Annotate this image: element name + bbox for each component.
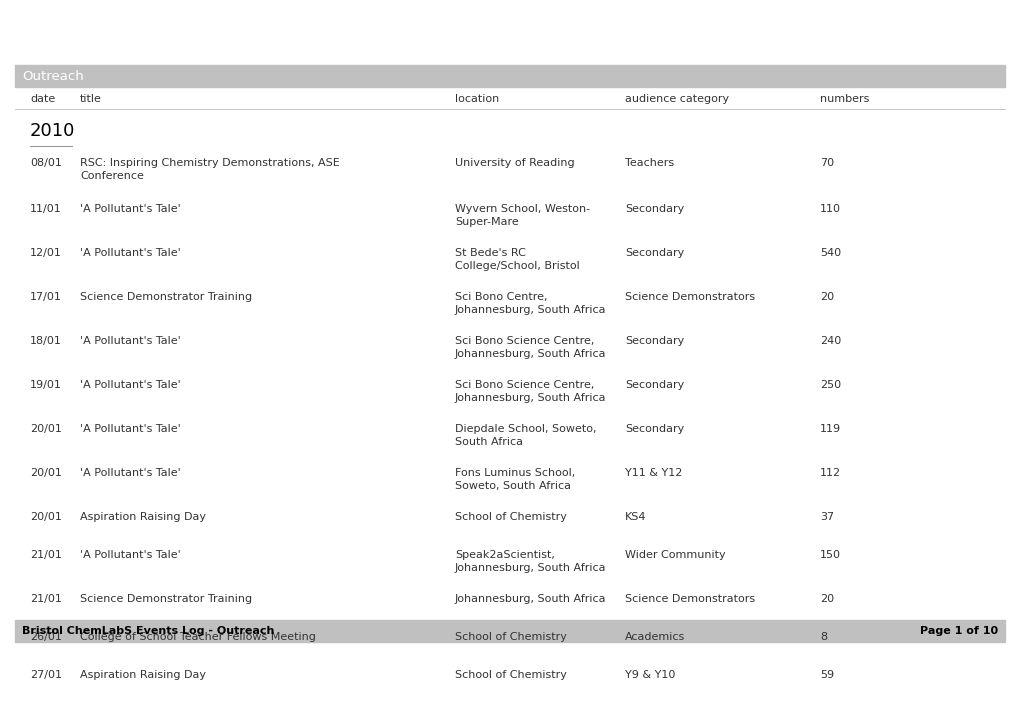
Text: Aspiration Raising Day: Aspiration Raising Day <box>79 670 206 680</box>
Text: Page 1 of 10: Page 1 of 10 <box>919 626 997 636</box>
Bar <box>15 65 1004 87</box>
Text: 70: 70 <box>819 158 834 168</box>
Text: title: title <box>79 94 102 104</box>
Text: School of Chemistry: School of Chemistry <box>454 670 567 680</box>
Text: 150: 150 <box>819 550 841 560</box>
Text: 26/01: 26/01 <box>30 632 62 642</box>
Text: Aspiration Raising Day: Aspiration Raising Day <box>79 512 206 522</box>
Text: 20: 20 <box>819 594 834 604</box>
Text: 540: 540 <box>819 248 841 258</box>
Text: University of Reading: University of Reading <box>454 158 574 168</box>
Text: date: date <box>30 94 55 104</box>
Text: Teachers: Teachers <box>625 158 674 168</box>
Text: Secondary: Secondary <box>625 336 684 346</box>
Text: St Bede's RC
College/School, Bristol: St Bede's RC College/School, Bristol <box>454 248 579 271</box>
Text: Secondary: Secondary <box>625 380 684 390</box>
Text: College of School Teacher Fellows Meeting: College of School Teacher Fellows Meetin… <box>79 632 316 642</box>
Text: numbers: numbers <box>819 94 868 104</box>
Text: 112: 112 <box>819 468 841 478</box>
Text: 20/01: 20/01 <box>30 424 62 434</box>
Text: School of Chemistry: School of Chemistry <box>454 512 567 522</box>
Text: Science Demonstrators: Science Demonstrators <box>625 594 754 604</box>
Text: Science Demonstrator Training: Science Demonstrator Training <box>79 594 252 604</box>
Text: 17/01: 17/01 <box>30 292 62 302</box>
Text: Johannesburg, South Africa: Johannesburg, South Africa <box>454 594 606 604</box>
Text: 11/01: 11/01 <box>30 204 62 214</box>
Text: 8: 8 <box>819 632 826 642</box>
Text: Secondary: Secondary <box>625 248 684 258</box>
Text: Wider Community: Wider Community <box>625 550 725 560</box>
Text: 'A Pollutant's Tale': 'A Pollutant's Tale' <box>79 204 180 214</box>
Text: 21/01: 21/01 <box>30 550 62 560</box>
Text: 250: 250 <box>819 380 841 390</box>
Text: 19/01: 19/01 <box>30 380 62 390</box>
Text: 'A Pollutant's Tale': 'A Pollutant's Tale' <box>79 550 180 560</box>
Text: Y9 & Y10: Y9 & Y10 <box>625 670 675 680</box>
Text: 08/01: 08/01 <box>30 158 62 168</box>
Text: 27/01: 27/01 <box>30 670 62 680</box>
Text: 59: 59 <box>819 670 834 680</box>
Text: School of Chemistry: School of Chemistry <box>454 632 567 642</box>
Text: location: location <box>454 94 498 104</box>
Text: 119: 119 <box>819 424 841 434</box>
Text: Speak2aScientist,
Johannesburg, South Africa: Speak2aScientist, Johannesburg, South Af… <box>454 550 606 573</box>
Bar <box>15 620 1004 642</box>
Text: Sci Bono Centre,
Johannesburg, South Africa: Sci Bono Centre, Johannesburg, South Afr… <box>454 292 606 315</box>
Text: Secondary: Secondary <box>625 424 684 434</box>
Text: 'A Pollutant's Tale': 'A Pollutant's Tale' <box>79 336 180 346</box>
Text: 20/01: 20/01 <box>30 512 62 522</box>
Text: 'A Pollutant's Tale': 'A Pollutant's Tale' <box>79 424 180 434</box>
Text: RSC: Inspiring Chemistry Demonstrations, ASE
Conference: RSC: Inspiring Chemistry Demonstrations,… <box>79 158 339 181</box>
Text: 240: 240 <box>819 336 841 346</box>
Text: Bristol ChemLabS Events Log - Outreach: Bristol ChemLabS Events Log - Outreach <box>22 626 274 636</box>
Text: Wyvern School, Weston-
Super-Mare: Wyvern School, Weston- Super-Mare <box>454 204 590 227</box>
Text: Secondary: Secondary <box>625 204 684 214</box>
Text: 20: 20 <box>819 292 834 302</box>
Text: 12/01: 12/01 <box>30 248 62 258</box>
Text: Sci Bono Science Centre,
Johannesburg, South Africa: Sci Bono Science Centre, Johannesburg, S… <box>454 380 606 402</box>
Text: 18/01: 18/01 <box>30 336 62 346</box>
Text: 'A Pollutant's Tale': 'A Pollutant's Tale' <box>79 468 180 478</box>
Text: 110: 110 <box>819 204 841 214</box>
Text: audience category: audience category <box>625 94 729 104</box>
Text: 2010: 2010 <box>30 122 75 140</box>
Text: 'A Pollutant's Tale': 'A Pollutant's Tale' <box>79 248 180 258</box>
Text: Sci Bono Science Centre,
Johannesburg, South Africa: Sci Bono Science Centre, Johannesburg, S… <box>454 336 606 359</box>
Text: Outreach: Outreach <box>22 70 84 83</box>
Text: Science Demonstrator Training: Science Demonstrator Training <box>79 292 252 302</box>
Text: 'A Pollutant's Tale': 'A Pollutant's Tale' <box>79 380 180 390</box>
Text: Fons Luminus School,
Soweto, South Africa: Fons Luminus School, Soweto, South Afric… <box>454 468 575 491</box>
Text: 20/01: 20/01 <box>30 468 62 478</box>
Text: 21/01: 21/01 <box>30 594 62 604</box>
Text: KS4: KS4 <box>625 512 646 522</box>
Text: Science Demonstrators: Science Demonstrators <box>625 292 754 302</box>
Text: 37: 37 <box>819 512 834 522</box>
Text: Y11 & Y12: Y11 & Y12 <box>625 468 682 478</box>
Text: Academics: Academics <box>625 632 685 642</box>
Text: Diepdale School, Soweto,
South Africa: Diepdale School, Soweto, South Africa <box>454 424 596 447</box>
